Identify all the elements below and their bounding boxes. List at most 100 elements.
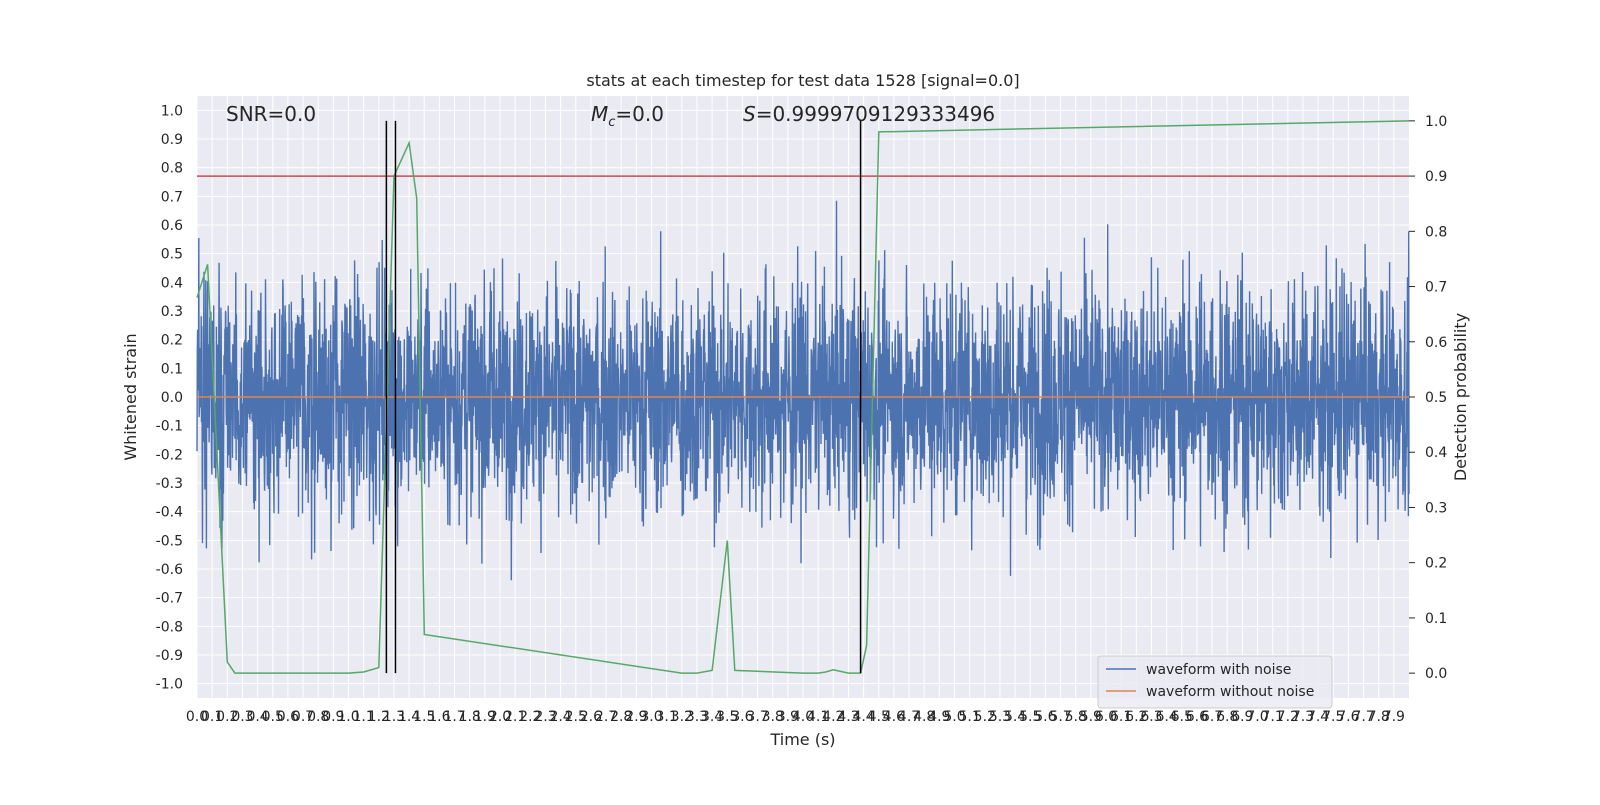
x-tick-label: 1.1 bbox=[353, 709, 375, 725]
x-tick-label: 3.6 bbox=[731, 709, 753, 725]
y-left-tick-label: 0.9 bbox=[161, 132, 183, 148]
x-tick-label: 4.8 bbox=[913, 709, 935, 725]
chirp-mass-annotation: Mc=0.0 bbox=[591, 102, 664, 130]
y-left-tick-label: 0.6 bbox=[161, 218, 183, 234]
x-tick-label: 1.6 bbox=[428, 709, 450, 725]
x-tick-label: 2.8 bbox=[610, 709, 632, 725]
x-axis-ticks: 0.00.10.20.30.40.50.60.70.80.91.01.11.21… bbox=[186, 709, 1405, 725]
y-left-tick-label: -0.9 bbox=[156, 648, 183, 664]
chirp-mass-symbol: M bbox=[591, 102, 608, 126]
x-tick-label: 2.5 bbox=[565, 709, 587, 725]
detection-probability-line bbox=[196, 120, 1410, 674]
x-tick-label: 5.1 bbox=[959, 709, 981, 725]
x-tick-label: 6.9 bbox=[1231, 709, 1253, 725]
x-tick-label: 0.0 bbox=[186, 709, 208, 725]
y-left-tick-label: -1.0 bbox=[156, 677, 183, 693]
y-left-tick-label: -0.8 bbox=[156, 619, 183, 635]
x-tick-label: 6.7 bbox=[1201, 709, 1223, 725]
x-tick-label: 2.0 bbox=[489, 709, 511, 725]
x-tick-label: 2.7 bbox=[595, 709, 617, 725]
x-tick-label: 6.6 bbox=[1186, 709, 1208, 725]
x-tick-label: 5.2 bbox=[974, 709, 996, 725]
x-tick-label: 2.1 bbox=[504, 709, 526, 725]
y-right-tick-label: 0.8 bbox=[1425, 224, 1447, 240]
x-axis-label: Time (s) bbox=[769, 730, 835, 749]
legend: waveform with noise waveform without noi… bbox=[1097, 655, 1333, 709]
left-axis-ticks: -1.0 -0.9 -0.8 -0.7 -0.6 -0.5 -0.4 -0.3 -0.2 -0.1… bbox=[156, 103, 183, 692]
waveform-with-noise-line bbox=[196, 200, 1410, 581]
y-left-tick-label: -0.7 bbox=[156, 591, 183, 607]
x-tick-label: 5.4 bbox=[1004, 709, 1026, 725]
score-value: =0.9999709129333496 bbox=[756, 102, 995, 126]
x-tick-label: 7.2 bbox=[1277, 709, 1299, 725]
x-tick-label: 5.8 bbox=[1065, 709, 1087, 725]
y-left-tick-label: 0.8 bbox=[161, 161, 183, 177]
x-tick-label: 7.0 bbox=[1246, 709, 1268, 725]
x-tick-label: 0.1 bbox=[201, 709, 223, 725]
y-right-tick-label: 0.9 bbox=[1425, 169, 1447, 185]
x-tick-label: 2.6 bbox=[580, 709, 602, 725]
x-tick-label: 4.2 bbox=[822, 709, 844, 725]
legend-box bbox=[1097, 655, 1333, 709]
x-tick-label: 3.5 bbox=[716, 709, 738, 725]
x-tick-label: 2.3 bbox=[534, 709, 556, 725]
y-right-tick-label: 0.6 bbox=[1425, 335, 1447, 351]
chirp-mass-value: =0.0 bbox=[615, 102, 664, 126]
x-tick-label: 4.5 bbox=[868, 709, 890, 725]
y-left-tick-label: -0.4 bbox=[156, 505, 183, 521]
legend-label-waveform-without-noise: waveform without noise bbox=[1146, 684, 1314, 700]
x-tick-label: 4.9 bbox=[928, 709, 950, 725]
x-tick-label: 3.9 bbox=[777, 709, 799, 725]
y-left-tick-label: 0.5 bbox=[161, 247, 183, 263]
x-tick-label: 5.7 bbox=[1049, 709, 1071, 725]
x-tick-label: 7.1 bbox=[1262, 709, 1284, 725]
y-left-tick-label: -0.2 bbox=[156, 447, 183, 463]
x-tick-label: 0.4 bbox=[246, 709, 268, 725]
y-left-tick-label: 0.3 bbox=[161, 304, 183, 320]
y-left-tick-label: 0.4 bbox=[161, 275, 183, 291]
x-tick-label: 6.2 bbox=[1125, 709, 1147, 725]
x-tick-label: 5.5 bbox=[1019, 709, 1041, 725]
x-tick-label: 4.6 bbox=[883, 709, 905, 725]
overlay-layer bbox=[196, 120, 1410, 674]
x-tick-label: 7.9 bbox=[1383, 709, 1405, 725]
x-tick-label: 1.0 bbox=[337, 709, 359, 725]
waveform-with-noise-series bbox=[196, 200, 1410, 581]
legend-label-waveform-with-noise: waveform with noise bbox=[1146, 662, 1291, 678]
x-tick-label: 6.3 bbox=[1140, 709, 1162, 725]
x-tick-label: 6.1 bbox=[1110, 709, 1132, 725]
x-tick-label: 7.6 bbox=[1337, 709, 1359, 725]
x-tick-label: 0.3 bbox=[231, 709, 253, 725]
x-tick-label: 0.9 bbox=[322, 709, 344, 725]
x-tick-label: 0.8 bbox=[307, 709, 329, 725]
y-left-tick-label: -0.3 bbox=[156, 476, 183, 492]
y-left-tick-label: -0.5 bbox=[156, 533, 183, 549]
y-left-tick-label: -0.1 bbox=[156, 419, 183, 435]
x-tick-label: 5.9 bbox=[1080, 709, 1102, 725]
y-left-tick-label: 1.0 bbox=[161, 103, 183, 119]
x-tick-label: 3.0 bbox=[640, 709, 662, 725]
x-tick-label: 7.3 bbox=[1292, 709, 1314, 725]
x-tick-label: 0.5 bbox=[262, 709, 284, 725]
x-tick-label: 0.2 bbox=[216, 709, 238, 725]
x-tick-label: 0.7 bbox=[292, 709, 314, 725]
x-tick-label: 5.6 bbox=[1034, 709, 1056, 725]
x-tick-label: 5.3 bbox=[989, 709, 1011, 725]
y-right-tick-label: 0.1 bbox=[1425, 611, 1447, 627]
chart-title: stats at each timestep for test data 152… bbox=[586, 71, 1019, 90]
y-left-tick-label: 0.2 bbox=[161, 333, 183, 349]
right-axis-ticks: 0.0 0.1 0.2 0.3 0.4 0.5 0.6 0.7 0.8 0.9 1.0 bbox=[1409, 114, 1447, 682]
x-tick-label: 4.0 bbox=[792, 709, 814, 725]
x-tick-label: 6.5 bbox=[1171, 709, 1193, 725]
y-right-tick-label: 0.4 bbox=[1425, 445, 1447, 461]
chirp-mass-subscript: c bbox=[608, 115, 615, 130]
y-left-tick-label: 0.1 bbox=[161, 361, 183, 377]
x-tick-label: 1.8 bbox=[459, 709, 481, 725]
x-tick-label: 3.3 bbox=[686, 709, 708, 725]
y-right-tick-label: 0.0 bbox=[1425, 666, 1447, 682]
y-left-tick-label: 0.7 bbox=[161, 189, 183, 205]
x-tick-label: 1.5 bbox=[413, 709, 435, 725]
x-tick-label: 2.2 bbox=[519, 709, 541, 725]
